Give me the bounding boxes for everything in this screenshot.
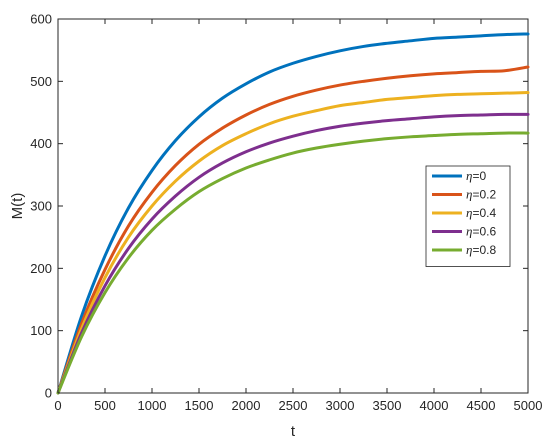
legend-entry: η=0.2 — [466, 187, 496, 202]
x-tick-label: 0 — [54, 398, 61, 413]
y-tick-label: 300 — [30, 199, 52, 214]
x-tick-label: 500 — [94, 398, 116, 413]
y-tick-label: 100 — [30, 323, 52, 338]
x-axis-label: t — [291, 423, 296, 440]
y-tick-label: 500 — [30, 74, 52, 89]
y-axis-ticks: 0 100 200 300 400 500 600 — [30, 12, 528, 401]
x-tick-label: 2000 — [232, 398, 261, 413]
legend-eta-symbol: η — [466, 205, 472, 220]
x-tick-label: 4000 — [420, 398, 449, 413]
y-tick-label: 600 — [30, 12, 52, 27]
legend-entry: η=0.8 — [466, 242, 496, 257]
x-tick-label: 1500 — [185, 398, 214, 413]
legend-eta-symbol: η — [466, 168, 472, 183]
x-tick-label: 1000 — [138, 398, 167, 413]
x-tick-label: 2500 — [279, 398, 308, 413]
legend-entry: η=0.4 — [466, 205, 496, 220]
series-line-0 — [56, 32, 530, 395]
x-axis-ticks: 0 500 1000 1500 2000 2500 3000 3500 4000 4500 5000 — [54, 19, 542, 413]
series-line-2 — [56, 91, 530, 395]
legend-entry-label: =0.6 — [472, 225, 496, 239]
y-tick-label: 200 — [30, 261, 52, 276]
legend-eta-symbol: η — [466, 224, 472, 239]
legend-entry: η=0.6 — [466, 224, 496, 239]
legend-entry-label: =0.2 — [472, 188, 496, 202]
legend-eta-symbol: η — [466, 242, 472, 257]
legend-entry: η=0 — [466, 168, 486, 183]
x-tick-label: 3000 — [326, 398, 355, 413]
x-tick-label: 4500 — [467, 398, 496, 413]
legend-entry-label: =0 — [472, 169, 486, 183]
y-tick-label: 400 — [30, 136, 52, 151]
series-line-3 — [56, 112, 530, 395]
legend: η=0η=0.2η=0.4η=0.6η=0.8 — [425, 165, 511, 267]
y-axis-label: M(t) — [9, 193, 26, 220]
series-line-1 — [56, 65, 530, 395]
legend-entry-label: =0.4 — [472, 206, 496, 220]
x-tick-label: 3500 — [373, 398, 402, 413]
legend-eta-symbol: η — [466, 187, 472, 202]
series-line-4 — [56, 131, 530, 395]
series-lines — [56, 32, 530, 395]
y-tick-label: 0 — [45, 386, 52, 401]
x-tick-label: 5000 — [514, 398, 543, 413]
legend-entry-label: =0.8 — [472, 243, 496, 257]
